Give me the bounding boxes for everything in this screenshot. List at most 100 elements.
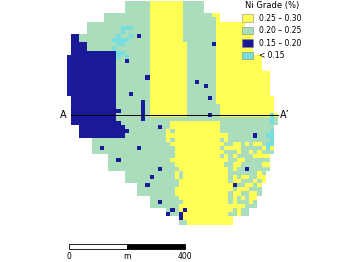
Bar bbox=[245, 84, 249, 88]
Bar bbox=[212, 18, 216, 22]
Bar bbox=[241, 154, 245, 158]
Bar bbox=[146, 51, 150, 55]
Bar bbox=[67, 80, 71, 84]
Bar bbox=[208, 196, 212, 200]
Bar bbox=[257, 109, 261, 113]
Bar bbox=[154, 63, 158, 67]
Bar bbox=[141, 84, 146, 88]
Bar bbox=[191, 75, 195, 80]
Bar bbox=[228, 129, 232, 133]
Bar bbox=[112, 26, 117, 30]
Bar bbox=[79, 109, 83, 113]
Bar bbox=[104, 75, 108, 80]
Bar bbox=[187, 84, 191, 88]
Bar bbox=[104, 100, 108, 105]
Bar bbox=[199, 18, 203, 22]
Bar bbox=[141, 80, 146, 84]
Bar bbox=[237, 138, 241, 142]
Bar bbox=[208, 187, 212, 192]
Bar bbox=[216, 30, 220, 34]
Bar bbox=[112, 113, 117, 117]
Bar bbox=[150, 154, 154, 158]
Bar bbox=[141, 150, 146, 154]
Bar bbox=[166, 75, 170, 80]
Bar bbox=[121, 109, 125, 113]
Bar bbox=[237, 84, 241, 88]
Bar bbox=[129, 92, 133, 96]
Bar bbox=[92, 92, 96, 96]
Bar bbox=[108, 167, 112, 171]
Bar bbox=[121, 30, 125, 34]
Bar bbox=[266, 92, 270, 96]
Bar bbox=[125, 175, 129, 179]
Bar bbox=[183, 51, 187, 55]
Bar bbox=[166, 100, 170, 105]
Bar bbox=[154, 34, 158, 38]
Bar bbox=[183, 9, 187, 13]
Bar bbox=[67, 59, 71, 63]
Bar bbox=[195, 67, 199, 71]
Bar bbox=[170, 9, 174, 13]
Bar bbox=[88, 113, 92, 117]
Bar bbox=[174, 105, 179, 109]
Bar bbox=[75, 105, 79, 109]
Bar bbox=[179, 34, 183, 38]
Bar bbox=[108, 42, 112, 46]
Bar bbox=[104, 55, 108, 59]
Bar bbox=[150, 18, 154, 22]
Bar bbox=[228, 192, 232, 196]
Bar bbox=[216, 125, 220, 129]
Bar bbox=[117, 38, 121, 42]
Bar bbox=[270, 121, 274, 125]
Bar bbox=[232, 100, 237, 105]
Bar bbox=[261, 162, 266, 167]
Bar bbox=[158, 167, 162, 171]
Bar bbox=[183, 92, 187, 96]
Bar bbox=[158, 22, 162, 26]
Bar bbox=[212, 92, 216, 96]
Bar bbox=[179, 75, 183, 80]
Bar bbox=[158, 138, 162, 142]
Bar bbox=[83, 63, 88, 67]
Bar bbox=[203, 208, 208, 212]
Bar bbox=[129, 59, 133, 63]
Bar bbox=[261, 138, 266, 142]
Bar bbox=[203, 105, 208, 109]
Bar bbox=[183, 142, 187, 146]
Bar bbox=[166, 63, 170, 67]
Bar bbox=[108, 109, 112, 113]
Bar bbox=[146, 38, 150, 42]
Bar bbox=[79, 113, 83, 117]
Bar bbox=[75, 55, 79, 59]
Bar bbox=[203, 113, 208, 117]
Bar bbox=[208, 22, 212, 26]
Bar bbox=[266, 125, 270, 129]
Bar bbox=[266, 167, 270, 171]
Bar bbox=[121, 105, 125, 109]
Bar bbox=[199, 30, 203, 34]
Bar bbox=[199, 88, 203, 92]
Bar bbox=[170, 150, 174, 154]
Bar bbox=[237, 129, 241, 133]
Bar bbox=[92, 150, 96, 154]
Bar bbox=[228, 22, 232, 26]
Bar bbox=[241, 117, 245, 121]
Bar bbox=[253, 167, 257, 171]
Bar bbox=[108, 158, 112, 162]
Bar bbox=[224, 26, 228, 30]
Bar bbox=[133, 34, 137, 38]
Bar bbox=[162, 121, 166, 125]
Bar bbox=[208, 67, 212, 71]
Bar bbox=[212, 55, 216, 59]
Bar bbox=[208, 71, 212, 75]
Bar bbox=[203, 216, 208, 221]
Bar bbox=[158, 59, 162, 63]
Bar bbox=[166, 80, 170, 84]
Bar bbox=[249, 162, 253, 167]
Bar bbox=[92, 55, 96, 59]
Bar bbox=[199, 196, 203, 200]
Bar bbox=[129, 142, 133, 146]
Bar bbox=[216, 38, 220, 42]
Bar bbox=[79, 34, 83, 38]
Bar bbox=[104, 13, 108, 18]
